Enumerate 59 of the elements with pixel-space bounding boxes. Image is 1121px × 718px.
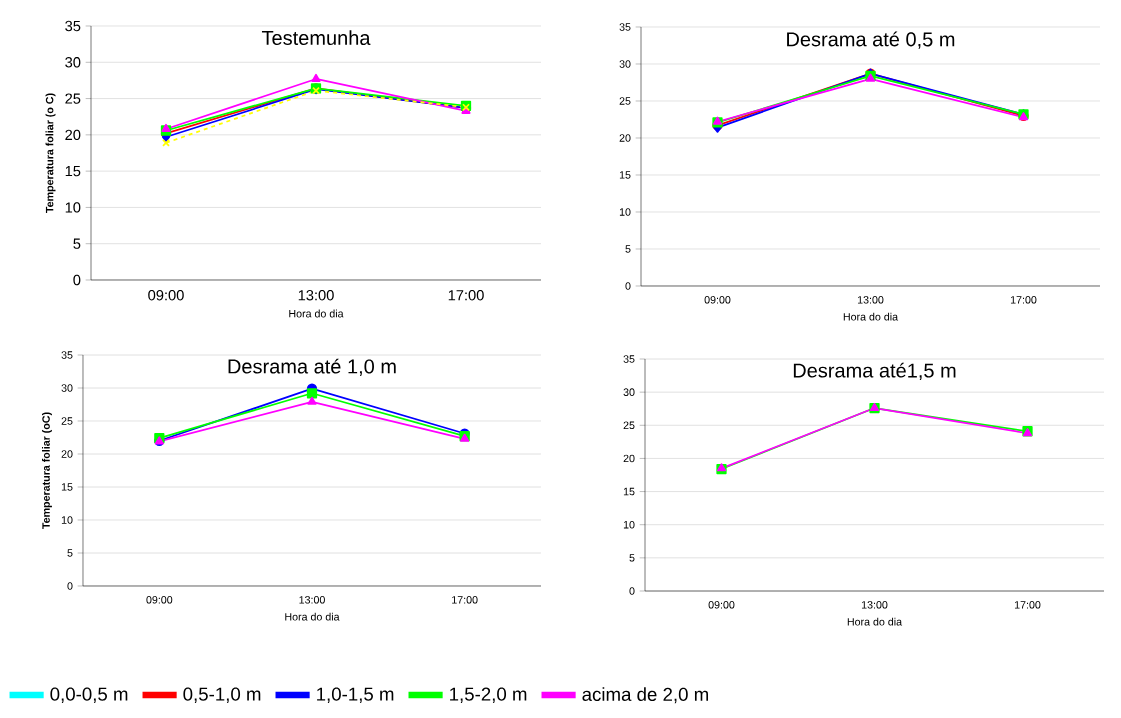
- x-tick-label: 13:00: [857, 296, 884, 304]
- y-axis-title: Temperatura foliar (oC): [41, 412, 52, 529]
- y-tick-label: 0: [73, 274, 81, 286]
- x-tick-label: 17:00: [1010, 296, 1037, 304]
- y-tick-label: 30: [619, 60, 631, 68]
- y-axis-title: Temperatura foliar (o C): [45, 93, 56, 213]
- y-tick-label: 25: [623, 421, 635, 430]
- y-tick-label: 15: [623, 487, 635, 496]
- y-tick-label: 10: [623, 520, 635, 529]
- x-axis-title: Hora do dia: [847, 617, 903, 626]
- y-tick-label: 15: [61, 483, 73, 491]
- y-tick-label: 20: [619, 134, 631, 142]
- y-tick-label: 5: [629, 554, 635, 562]
- y-tick-label: 5: [73, 238, 81, 249]
- x-tick-label: 09:00: [708, 601, 735, 609]
- y-tick-label: 25: [619, 97, 631, 105]
- legend-label: 1,5-2,0 m: [450, 687, 527, 703]
- x-tick-label: 13:00: [861, 601, 888, 609]
- legend-label: 1,0-1,5 m: [317, 687, 394, 703]
- y-tick-label: 5: [625, 245, 631, 253]
- y-tick-label: 0: [67, 582, 73, 590]
- y-tick-label: 10: [65, 202, 81, 213]
- y-tick-label: 20: [65, 129, 81, 141]
- x-tick-label: 17:00: [448, 290, 484, 301]
- chart-title: Desrama até 0,5 m: [787, 31, 955, 49]
- x-tick-label: 13:00: [298, 290, 334, 301]
- x-axis-title: Hora do dia: [285, 612, 340, 621]
- chart-title: Testemunha: [261, 30, 371, 46]
- y-tick-label: 15: [619, 171, 631, 179]
- y-tick-label: 20: [623, 454, 635, 463]
- chart-title: Desrama até 1,0 m: [228, 358, 396, 376]
- y-tick-label: 5: [67, 549, 73, 557]
- y-tick-label: 35: [61, 351, 73, 359]
- x-axis-title: Hora do dia: [843, 312, 899, 321]
- y-tick-label: 25: [61, 417, 73, 425]
- x-tick-label: 17:00: [452, 596, 478, 604]
- y-tick-label: 35: [65, 20, 81, 32]
- legend-label: acima de 2,0 m: [582, 687, 709, 704]
- x-tick-label: 09:00: [148, 290, 184, 301]
- y-tick-label: 0: [629, 587, 635, 595]
- x-tick-label: 09:00: [146, 596, 173, 604]
- legend-label: 0,5-1,0 m: [183, 687, 261, 703]
- y-tick-label: 20: [61, 450, 73, 458]
- y-tick-label: 0: [625, 282, 631, 290]
- y-tick-label: 10: [61, 516, 73, 524]
- x-tick-label: 13:00: [299, 596, 325, 604]
- y-tick-label: 35: [619, 23, 631, 31]
- y-tick-label: 15: [65, 166, 81, 177]
- legend-label: 0,0-0,5 m: [50, 687, 128, 703]
- x-tick-label: 17:00: [1014, 601, 1041, 609]
- x-tick-label: 09:00: [704, 296, 731, 304]
- y-tick-label: 30: [61, 384, 73, 392]
- y-tick-label: 30: [65, 57, 81, 68]
- y-tick-label: 35: [623, 355, 635, 363]
- y-tick-label: 30: [623, 388, 635, 396]
- x-axis-title: Hora do dia: [289, 309, 344, 318]
- y-tick-label: 25: [65, 93, 81, 104]
- y-tick-label: 10: [619, 208, 631, 216]
- chart-title: Desrama até1,5 m: [793, 362, 956, 380]
